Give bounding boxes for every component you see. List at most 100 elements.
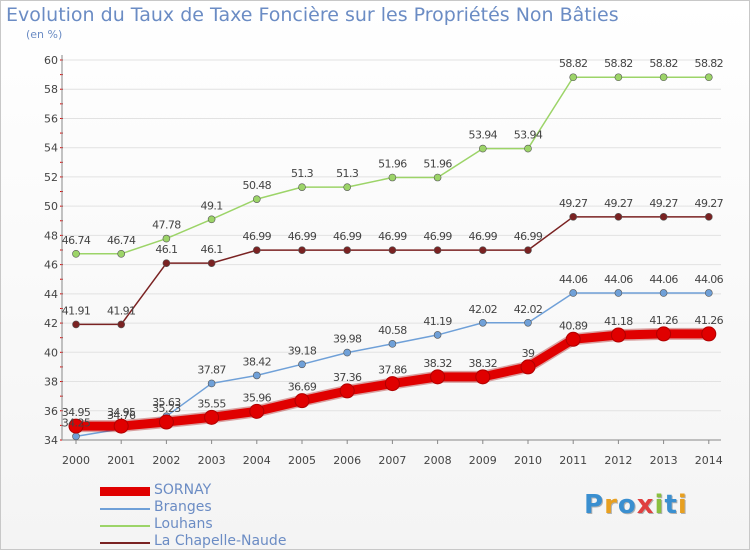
data-point [388, 173, 397, 182]
data-label: 46.99 [469, 230, 498, 243]
data-point [117, 320, 125, 329]
x-tick-label: 2011 [559, 454, 587, 467]
data-point [524, 246, 532, 254]
data-point [569, 289, 578, 297]
data-label: 35.23 [152, 402, 181, 415]
data-label: 46.74 [107, 234, 136, 247]
y-tick-label: 58 [44, 83, 58, 96]
data-label: 51.96 [423, 158, 452, 171]
data-point [704, 213, 713, 221]
data-label: 40.58 [378, 324, 407, 337]
y-tick-label: 42 [44, 317, 58, 330]
y-tick-label: 50 [44, 200, 58, 213]
data-label: 39 [522, 347, 535, 360]
data-label: 46.99 [378, 230, 407, 243]
legend-swatch [100, 508, 150, 510]
data-label: 34.25 [62, 416, 91, 429]
data-label: 49.27 [604, 197, 633, 210]
data-label: 49.1 [201, 199, 223, 212]
data-point [569, 213, 578, 221]
data-point [388, 340, 397, 348]
data-label: 58.82 [559, 57, 588, 70]
data-point [252, 371, 261, 380]
legend-label: La Chapelle-Naude [154, 533, 287, 549]
data-label: 44.06 [695, 273, 724, 286]
x-tick-label: 2010 [514, 454, 542, 467]
y-tick-label: 46 [44, 259, 58, 272]
data-label: 58.82 [695, 57, 724, 70]
data-point [520, 359, 536, 375]
y-tick-label: 54 [44, 142, 58, 155]
data-point [207, 379, 216, 388]
data-label: 58.82 [649, 57, 678, 70]
data-label: 46.99 [514, 230, 543, 243]
data-point [659, 73, 668, 82]
data-label: 49.27 [559, 197, 588, 210]
data-point [204, 409, 220, 425]
data-point [72, 320, 80, 329]
data-point [343, 246, 352, 254]
data-point [478, 246, 487, 254]
data-label: 53.94 [469, 129, 498, 142]
x-tick-label: 2014 [695, 454, 723, 467]
y-tick-label: 38 [44, 376, 58, 389]
data-point [388, 246, 397, 254]
x-tick-label: 2002 [152, 454, 180, 467]
data-point [72, 432, 80, 441]
data-point [113, 418, 129, 434]
data-point [610, 327, 626, 343]
data-point [565, 331, 581, 347]
data-label: 41.91 [62, 304, 91, 317]
data-label: 35.55 [197, 397, 226, 410]
data-label: 37.36 [333, 371, 362, 384]
x-tick-label: 2009 [469, 454, 497, 467]
data-point [659, 289, 668, 297]
data-point [207, 259, 216, 267]
chart-title: Evolution du Taux de Taxe Foncière sur l… [6, 4, 619, 26]
data-point [298, 246, 306, 254]
x-tick-label: 2008 [424, 454, 452, 467]
x-tick-label: 2007 [378, 454, 406, 467]
data-label: 39.18 [288, 344, 317, 357]
data-point [343, 183, 352, 191]
x-tick-label: 2001 [107, 454, 135, 467]
legend-label: Louhans [154, 516, 213, 532]
data-point [475, 369, 491, 385]
data-label: 46.74 [62, 234, 91, 247]
data-label: 35.63 [152, 396, 181, 409]
data-label: 35.96 [243, 391, 272, 404]
data-point [158, 414, 174, 430]
data-point [569, 73, 578, 82]
data-label: 50.48 [243, 179, 272, 192]
y-tick-label: 56 [44, 112, 58, 125]
x-tick-label: 2012 [604, 454, 632, 467]
data-label: 46.99 [423, 230, 452, 243]
y-tick-label: 34 [44, 434, 58, 447]
data-point [478, 318, 487, 327]
data-point [298, 183, 306, 191]
data-label: 41.91 [107, 304, 136, 317]
data-label: 44.06 [604, 273, 633, 286]
data-label: 53.94 [514, 129, 543, 142]
data-label: 46.99 [288, 230, 317, 243]
proxiti-logo: Proxiti [584, 490, 688, 520]
data-label: 46.99 [333, 230, 362, 243]
data-label: 34.76 [107, 409, 136, 422]
data-point [162, 259, 171, 267]
data-label: 34.95 [107, 406, 136, 419]
data-label: 37.86 [378, 364, 407, 377]
data-point [614, 289, 623, 297]
x-tick-label: 2003 [198, 454, 226, 467]
data-point [339, 383, 355, 399]
data-label: 41.26 [649, 314, 678, 327]
x-tick-label: 2000 [62, 454, 90, 467]
data-label: 34.95 [62, 406, 91, 419]
x-tick-label: 2004 [243, 454, 271, 467]
data-point [343, 348, 352, 357]
data-point [659, 213, 668, 221]
data-point [68, 418, 84, 434]
data-point [478, 144, 487, 153]
data-label: 41.19 [423, 315, 452, 328]
data-label: 46.99 [243, 230, 272, 243]
